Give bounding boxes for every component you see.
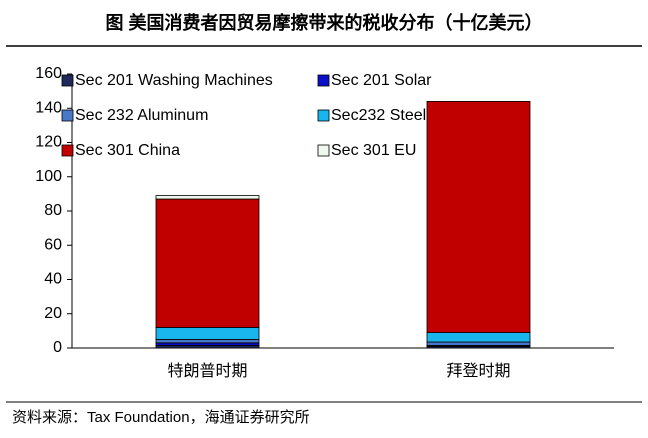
bar-segment: [155, 339, 260, 344]
bar-segment: [155, 327, 260, 340]
y-tick-label: 0: [53, 339, 62, 356]
y-tick-label: 60: [44, 236, 62, 253]
y-tick-label: 80: [44, 202, 62, 219]
legend-label: Sec 201 Solar: [331, 72, 432, 89]
bar-segment: [155, 195, 260, 200]
bar-segment: [426, 332, 531, 343]
source: 资料来源：Tax Foundation，海通证券研究所: [12, 409, 310, 426]
bar-segment: [155, 198, 260, 328]
legend-label: Sec 301 China: [75, 142, 180, 159]
y-tick-label: 160: [35, 65, 62, 82]
legend-swatch: [61, 109, 74, 122]
legend-label: Sec 301 EU: [331, 142, 416, 159]
legend-label: Sec 201 Washing Machines: [75, 72, 273, 89]
bar-segment: [426, 101, 531, 333]
legend-label: Sec232 Steel: [331, 107, 426, 124]
legend-swatch: [317, 109, 330, 122]
bar-segment: [426, 341, 531, 346]
legend-swatch: [317, 144, 330, 157]
legend-label: Sec 232 Aluminum: [75, 107, 208, 124]
y-tick-label: 20: [44, 305, 62, 322]
y-tick-label: 120: [35, 134, 62, 151]
legend-swatch: [61, 74, 74, 87]
y-tick-label: 40: [44, 271, 62, 288]
chart-title: 图 美国消费者因贸易摩擦带来的税收分布（十亿美元）: [106, 12, 543, 33]
x-tick-label: 特朗普时期: [167, 362, 247, 380]
x-tick-label: 拜登时期: [446, 362, 510, 380]
legend-swatch: [317, 74, 330, 87]
y-tick-label: 140: [35, 99, 62, 116]
y-tick-label: 100: [35, 168, 62, 185]
legend-swatch: [61, 144, 74, 157]
